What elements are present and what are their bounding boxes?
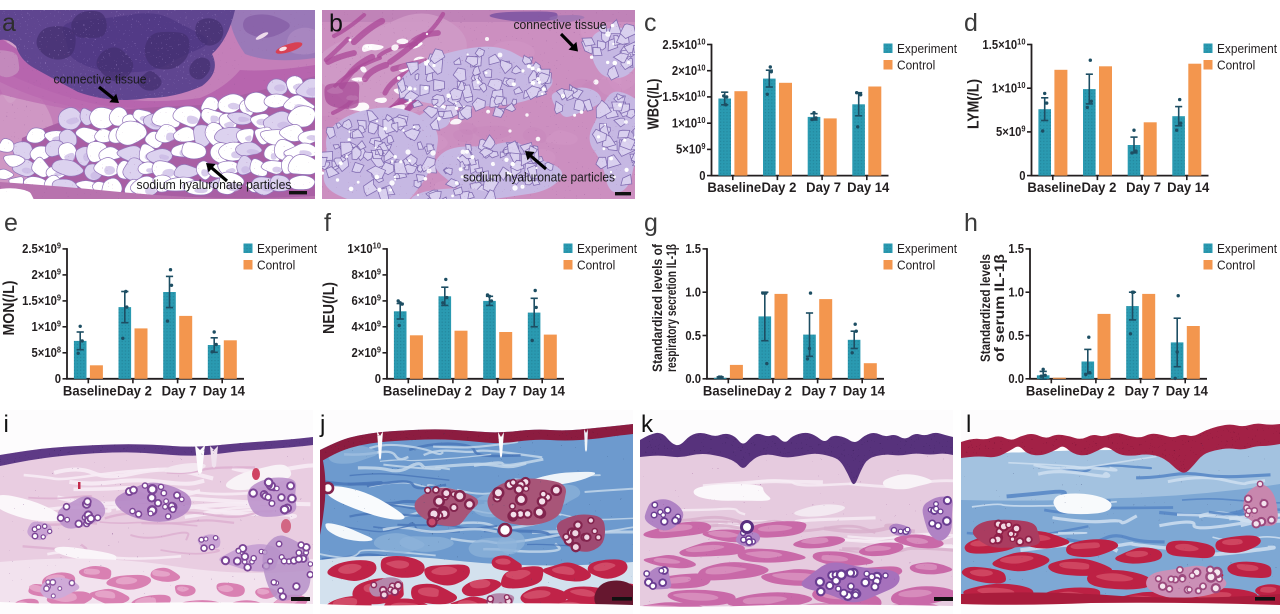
svg-text:5×109: 5×109 bbox=[676, 142, 706, 157]
svg-text:Baseline: Baseline bbox=[63, 383, 117, 398]
svg-text:Control: Control bbox=[897, 58, 935, 73]
svg-text:LYM(/L): LYM(/L) bbox=[966, 79, 983, 129]
svg-text:0.0: 0.0 bbox=[685, 371, 701, 386]
svg-text:1.5×109: 1.5×109 bbox=[22, 293, 61, 308]
svg-text:Control: Control bbox=[577, 258, 615, 273]
svg-text:j: j bbox=[319, 411, 325, 438]
svg-text:Day 14: Day 14 bbox=[1166, 383, 1209, 398]
svg-text:1×1010: 1×1010 bbox=[992, 81, 1026, 96]
svg-text:Day 14: Day 14 bbox=[843, 383, 886, 398]
svg-text:Day 7: Day 7 bbox=[162, 383, 197, 398]
svg-text:1×1010: 1×1010 bbox=[347, 241, 381, 256]
svg-text:Day 2: Day 2 bbox=[761, 180, 796, 195]
svg-text:b: b bbox=[329, 10, 343, 38]
svg-text:k: k bbox=[641, 411, 654, 438]
svg-text:h: h bbox=[964, 209, 978, 237]
svg-text:Day 7: Day 7 bbox=[802, 383, 837, 398]
svg-text:Day 7: Day 7 bbox=[1126, 180, 1161, 195]
svg-text:respiratory secretion IL-1β: respiratory secretion IL-1β bbox=[664, 244, 679, 372]
svg-text:Experiment: Experiment bbox=[577, 241, 638, 256]
svg-text:1.5×1010: 1.5×1010 bbox=[982, 37, 1026, 52]
svg-text:Standardized levels of: Standardized levels of bbox=[650, 244, 665, 372]
svg-text:Control: Control bbox=[1217, 258, 1255, 273]
svg-text:g: g bbox=[644, 209, 658, 237]
svg-text:Day 7: Day 7 bbox=[1125, 383, 1160, 398]
svg-text:1.5: 1.5 bbox=[685, 242, 701, 257]
svg-text:Day 2: Day 2 bbox=[117, 383, 152, 398]
svg-text:8×109: 8×109 bbox=[351, 267, 381, 282]
svg-text:Day 14: Day 14 bbox=[1167, 180, 1210, 195]
svg-text:sodium hyaluronate particles: sodium hyaluronate particles bbox=[137, 178, 292, 192]
svg-text:e: e bbox=[4, 209, 18, 237]
svg-text:Day 14: Day 14 bbox=[203, 383, 246, 398]
svg-text:5×108: 5×108 bbox=[31, 345, 61, 360]
svg-text:Control: Control bbox=[257, 258, 295, 273]
svg-text:0: 0 bbox=[1019, 168, 1026, 183]
svg-text:Day 7: Day 7 bbox=[482, 383, 517, 398]
svg-text:Experiment: Experiment bbox=[1217, 41, 1278, 56]
svg-text:Day 14: Day 14 bbox=[523, 383, 566, 398]
svg-text:c: c bbox=[644, 9, 657, 37]
svg-text:Day 2: Day 2 bbox=[1081, 180, 1116, 195]
svg-text:4×109: 4×109 bbox=[351, 319, 381, 334]
svg-text:of serum IL-1β: of serum IL-1β bbox=[992, 254, 1007, 362]
svg-text:Day 14: Day 14 bbox=[847, 180, 890, 195]
svg-text:0: 0 bbox=[375, 371, 382, 386]
svg-text:i: i bbox=[4, 411, 9, 438]
svg-text:2×109: 2×109 bbox=[31, 267, 61, 282]
svg-text:sodium hyaluronate particles: sodium hyaluronate particles bbox=[463, 171, 615, 185]
svg-text:Baseline: Baseline bbox=[703, 383, 757, 398]
svg-text:Control: Control bbox=[1217, 58, 1255, 73]
svg-text:Day 2: Day 2 bbox=[437, 383, 472, 398]
svg-text:a: a bbox=[2, 9, 16, 37]
svg-text:Control: Control bbox=[897, 258, 935, 273]
svg-text:2.5×1010: 2.5×1010 bbox=[662, 37, 706, 52]
svg-text:Experiment: Experiment bbox=[897, 241, 958, 256]
svg-text:6×109: 6×109 bbox=[351, 293, 381, 308]
svg-text:0.0: 0.0 bbox=[1008, 371, 1024, 386]
svg-text:5×109: 5×109 bbox=[996, 124, 1026, 139]
svg-text:Experiment: Experiment bbox=[1217, 241, 1278, 256]
svg-text:1.5: 1.5 bbox=[1008, 242, 1024, 257]
svg-text:2×109: 2×109 bbox=[351, 345, 381, 360]
svg-text:Experiment: Experiment bbox=[257, 241, 318, 256]
svg-text:NEU(/L): NEU(/L) bbox=[321, 282, 338, 334]
svg-text:Standardized levels: Standardized levels bbox=[978, 254, 993, 362]
svg-text:1×1010: 1×1010 bbox=[672, 116, 706, 131]
svg-text:d: d bbox=[964, 9, 978, 37]
svg-text:0.5: 0.5 bbox=[1008, 328, 1024, 343]
svg-text:Baseline: Baseline bbox=[1026, 383, 1080, 398]
svg-text:connective tissue: connective tissue bbox=[54, 73, 147, 87]
svg-text:0: 0 bbox=[699, 168, 706, 183]
svg-text:MON(/L): MON(/L) bbox=[1, 281, 18, 336]
svg-text:1.0: 1.0 bbox=[1008, 285, 1024, 300]
svg-text:1.0: 1.0 bbox=[685, 285, 701, 300]
svg-text:0.5: 0.5 bbox=[685, 328, 701, 343]
svg-text:Baseline: Baseline bbox=[1027, 180, 1081, 195]
svg-text:Day 7: Day 7 bbox=[806, 180, 841, 195]
svg-text:f: f bbox=[324, 209, 331, 237]
svg-text:WBC(/L): WBC(/L) bbox=[646, 79, 663, 130]
svg-text:Experiment: Experiment bbox=[897, 41, 958, 56]
svg-text:2.5×109: 2.5×109 bbox=[22, 241, 61, 256]
svg-text:Day 2: Day 2 bbox=[757, 383, 792, 398]
svg-text:l: l bbox=[966, 411, 971, 438]
svg-text:1.5×1010: 1.5×1010 bbox=[662, 89, 706, 104]
svg-text:Baseline: Baseline bbox=[707, 180, 761, 195]
svg-text:0: 0 bbox=[55, 371, 62, 386]
svg-text:2×1010: 2×1010 bbox=[672, 63, 706, 78]
svg-text:Baseline: Baseline bbox=[383, 383, 437, 398]
svg-text:1×109: 1×109 bbox=[31, 319, 61, 334]
svg-text:connective tissue: connective tissue bbox=[514, 18, 607, 32]
svg-text:Day 2: Day 2 bbox=[1080, 383, 1115, 398]
